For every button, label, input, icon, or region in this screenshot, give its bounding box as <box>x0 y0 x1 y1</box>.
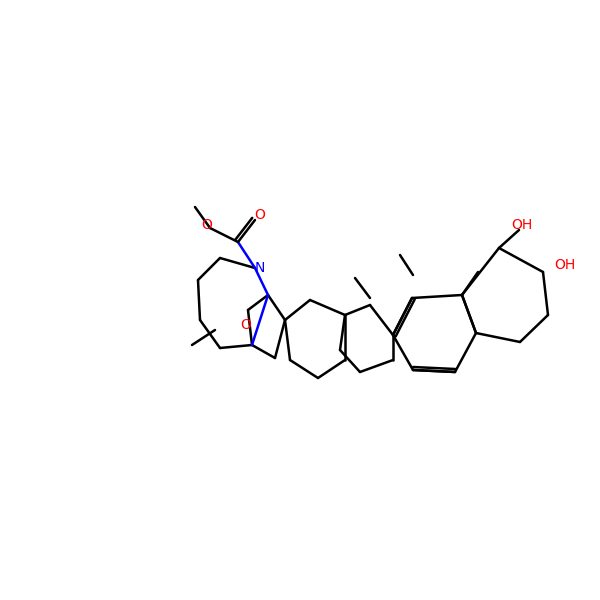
Text: N: N <box>255 261 265 275</box>
Text: O: O <box>254 208 265 222</box>
Text: O: O <box>202 218 212 232</box>
Text: O: O <box>241 318 251 332</box>
Text: OH: OH <box>554 258 575 272</box>
Text: OH: OH <box>511 218 533 232</box>
